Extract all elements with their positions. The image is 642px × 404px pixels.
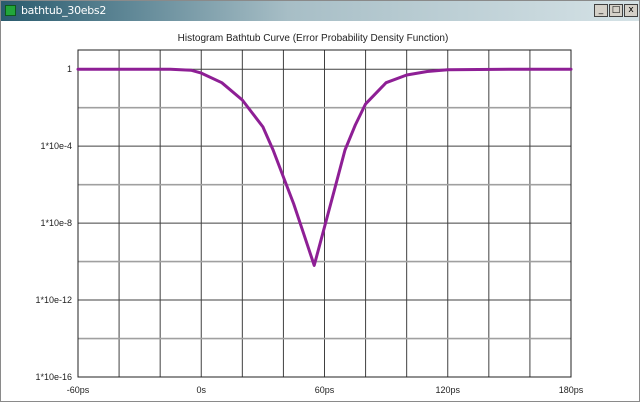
- close-button[interactable]: x: [624, 4, 638, 17]
- bathtub-chart: Histogram Bathtub Curve (Error Probabili…: [35, 33, 584, 395]
- y-tick-label: 1*10e-16: [35, 372, 72, 382]
- x-tick-label: 120ps: [435, 385, 460, 395]
- chart-title: Histogram Bathtub Curve (Error Probabili…: [178, 33, 449, 44]
- window-title: bathtub_30ebs2: [21, 4, 107, 17]
- series-group: [76, 67, 573, 267]
- x-tick-label: -60ps: [67, 385, 90, 395]
- app-icon: [5, 5, 16, 16]
- plot-grid: [77, 49, 572, 378]
- minimize-button[interactable]: _: [594, 4, 608, 17]
- title-bar[interactable]: bathtub_30ebs2 _ □ x: [1, 1, 639, 21]
- x-axis-ticks: -60ps 0s 60ps 120ps 180ps: [67, 385, 584, 395]
- x-tick-label: 0s: [196, 385, 206, 395]
- plot-border: [77, 49, 572, 378]
- x-tick-label: 180ps: [559, 385, 584, 395]
- maximize-button[interactable]: □: [609, 4, 623, 17]
- bathtub-series-line: [76, 67, 573, 267]
- x-tick-label: 60ps: [315, 385, 335, 395]
- y-tick-label: 1*10e-4: [40, 141, 72, 151]
- y-tick-label: 1: [67, 64, 72, 74]
- y-axis-ticks: 1 1*10e-4 1*10e-8 1*10e-12 1*10e-16: [35, 64, 72, 382]
- y-tick-label: 1*10e-12: [35, 295, 72, 305]
- y-tick-label: 1*10e-8: [40, 218, 72, 228]
